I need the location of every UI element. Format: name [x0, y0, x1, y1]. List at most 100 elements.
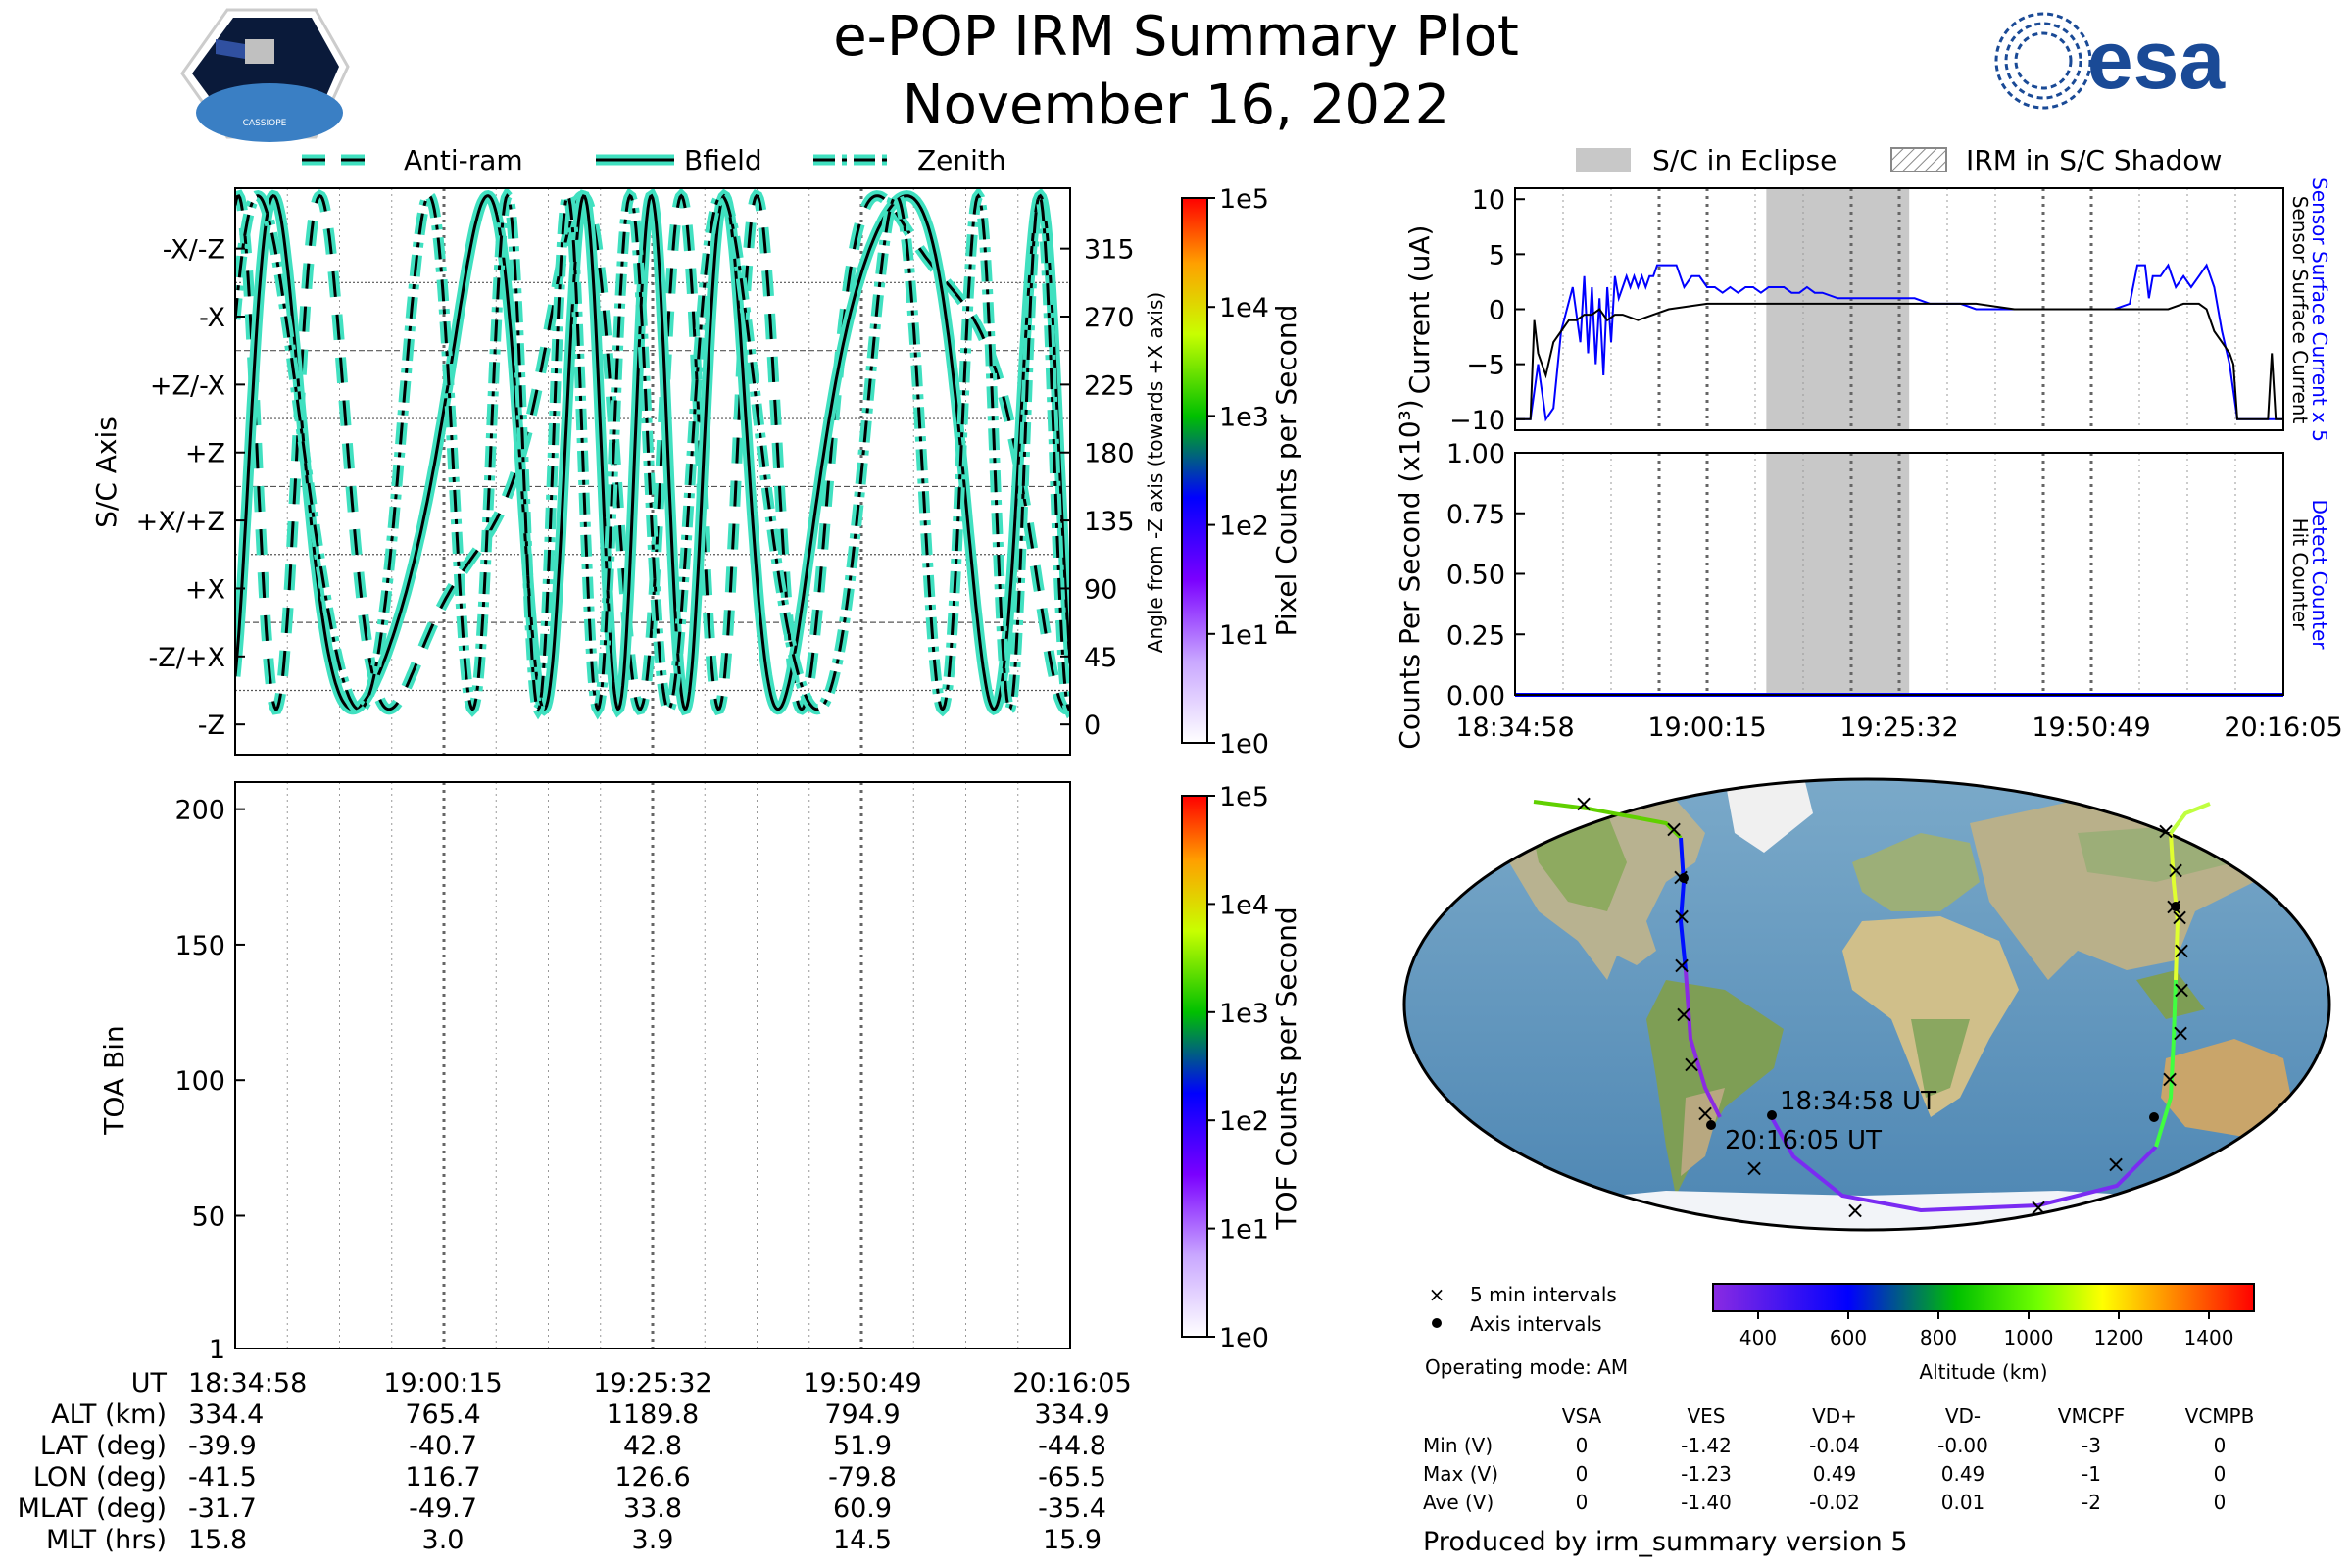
- legend-swatch-eclipse: [1576, 148, 1631, 172]
- eclipse-band: [1766, 188, 1910, 430]
- p4-right-label-hit: Hit Counter: [2288, 518, 2312, 631]
- footer: Produced by irm_summary version 5: [1423, 1527, 1908, 1557]
- colorbar-tick-label: 1e1: [1219, 620, 1269, 651]
- summary-row-label: ALT (km): [51, 1399, 167, 1430]
- orbit-5min-marker: ×: [2172, 937, 2191, 964]
- esa-logo: esa: [1994, 12, 2226, 110]
- orbit-5min-marker: ×: [1682, 1051, 1701, 1078]
- cb2-label: TOF Counts per Second: [1270, 906, 1302, 1230]
- summary-cell: 15.8: [188, 1525, 247, 1555]
- legend-x-marker: ×: [1429, 1283, 1446, 1306]
- orbit-track: ××××××××××××××××××××: [1533, 790, 2211, 1224]
- p4-x-tick-labels: 18:34:58 19:00:15 19:25:32 19:50:49 20:16:05: [1455, 712, 2342, 743]
- p1-yrtick-label: 90: [1084, 574, 1117, 605]
- p3-ytick-label: 5: [1489, 240, 1505, 270]
- logo-right-text: esa: [2087, 14, 2226, 106]
- cb3-ticks: 400 600 800 1000 1200 1400: [1740, 1311, 2234, 1349]
- p4-ytick-label: 0.50: [1446, 561, 1505, 591]
- vtable-row-label: Max (V): [1423, 1462, 1498, 1486]
- eclipse-band-2: [1766, 453, 1910, 695]
- p4-xtick-label: 20:16:05: [2224, 712, 2342, 743]
- colorbar-tick-label: 1e1: [1219, 1215, 1269, 1246]
- summary-cell: 794.9: [824, 1399, 900, 1430]
- vtable-cell: 0.49: [1813, 1462, 1857, 1486]
- orbit-axis-marker: [1767, 1110, 1777, 1120]
- orbit-segment: [2154, 979, 2178, 1148]
- p4-gridlines: [1562, 453, 2236, 695]
- vtable-header: VD+: [1812, 1404, 1857, 1428]
- cb3-label: Altitude (km): [1919, 1360, 2047, 1384]
- vtable-header: VCMPB: [2185, 1404, 2255, 1428]
- cassiope-logo: CASSIOPE: [180, 8, 350, 142]
- vtable-cell: 0: [2214, 1434, 2227, 1457]
- summary-cell: -41.5: [188, 1462, 257, 1493]
- vtable-row-label: Ave (V): [1423, 1491, 1494, 1514]
- annotation-start: 18:34:58 UT: [1780, 1087, 1936, 1116]
- p4-ytick-label: 0.75: [1446, 500, 1505, 530]
- p1-yrtick-label: 225: [1084, 370, 1135, 401]
- p1-curve-line: [235, 193, 1070, 712]
- vtable-cell: 0: [1576, 1462, 1589, 1486]
- cb3-tick-label: 800: [1920, 1326, 1957, 1349]
- vtable-header: VMCPF: [2058, 1404, 2125, 1428]
- summary-cell: 334.4: [188, 1399, 264, 1430]
- summary-cell: 765.4: [405, 1399, 480, 1430]
- colorbar-tick-label: 1e3: [1219, 999, 1269, 1029]
- legend-label-bfield: Bfield: [684, 144, 762, 176]
- orbit-axis-marker: [1679, 873, 1689, 883]
- orbit-5min-marker: ×: [1672, 903, 1691, 930]
- summary-row-label: MLAT (deg): [18, 1494, 167, 1524]
- colorbar-tick-label: 1e0: [1219, 1323, 1269, 1353]
- cb1-ticks: 1e0 1e1 1e2 1e3 1e4 1e5: [1207, 184, 1269, 760]
- p1-ytick-label: -X/-Z: [163, 235, 225, 266]
- orbit-5min-marker: ×: [1744, 1154, 1764, 1182]
- summary-time: 18:34:58: [188, 1368, 307, 1398]
- vtable-cell: -1: [2082, 1462, 2101, 1486]
- vtable-cell: 0.01: [1941, 1491, 1985, 1514]
- p1-ylabel-right: Angle from -Z axis (towards +X axis): [1144, 292, 1167, 653]
- annotation-end: 20:16:05 UT: [1725, 1126, 1882, 1155]
- p1-yrtick-label: 270: [1084, 303, 1135, 333]
- legend-label-axis: Axis intervals: [1470, 1312, 1602, 1336]
- cb3-tick-label: 1000: [2004, 1326, 2054, 1349]
- map-legend: × 5 min intervals Axis intervals Operati…: [1425, 1283, 1628, 1379]
- summary-cell: -65.5: [1038, 1462, 1106, 1493]
- summary-cell: -40.7: [409, 1431, 477, 1461]
- p3-ytick-label: 0: [1489, 296, 1505, 326]
- orbit-segment: [1678, 837, 1688, 971]
- legend-label-eclipse: S/C in Eclipse: [1652, 144, 1837, 176]
- p1-y-tick-labels: -X/-Z -X +Z/-X +Z +X/+Z +X -Z/+X -Z: [136, 235, 245, 741]
- header: e-POP IRM Summary Plot November 16, 2022: [833, 5, 1519, 137]
- orbit-segment: [1533, 800, 1683, 840]
- vtable-cell: -0.02: [1809, 1491, 1860, 1514]
- p4-ytick-label: 1.00: [1446, 439, 1505, 469]
- panel-current: 10 5 0 −5 −10 Current (uA) Sensor Surface Cu…: [1403, 177, 2331, 442]
- vtable-header: VES: [1687, 1404, 1725, 1428]
- p4-xtick-label: 19:25:32: [1839, 712, 1958, 743]
- summary-row-label: LAT (deg): [40, 1431, 167, 1461]
- p2-ytick-label: 150: [174, 931, 225, 961]
- legend-swatch-shadow: [1890, 147, 1947, 172]
- cb3-tick-label: 1400: [2184, 1326, 2234, 1349]
- p4-ylabel: Counts Per Second (x10³): [1394, 399, 1426, 749]
- legend-pixel: Anti-ram Bfield Zenith: [302, 144, 1006, 176]
- colorbar-tick-label: 1e5: [1219, 782, 1269, 812]
- orbit-5min-marker: ×: [1674, 1001, 1693, 1028]
- vtable-cell: 0: [1576, 1491, 1589, 1514]
- colorbar-altitude: 400 600 800 1000 1200 1400 Altitude (km): [1712, 1283, 2255, 1384]
- vtable-row-label: Min (V): [1423, 1434, 1493, 1457]
- orbit-5min-marker: ×: [2172, 976, 2191, 1004]
- legend-label-shadow: IRM in S/C Shadow: [1966, 144, 2222, 176]
- legend-label-zenith: Zenith: [917, 144, 1006, 176]
- p3-ytick-label: 10: [1472, 185, 1505, 216]
- vtable-header: VD-: [1945, 1404, 1981, 1428]
- colorbar-tick-label: 1e2: [1219, 512, 1269, 542]
- summary-cell: 15.9: [1043, 1525, 1102, 1555]
- legend-dot-marker: [1432, 1318, 1442, 1328]
- legend-label-anti-ram: Anti-ram: [404, 144, 523, 176]
- panel-pixel-angle: -X/-Z -X +Z/-X +Z +X/+Z +X -Z/+X -Z 315 270 225 18…: [90, 187, 1167, 756]
- p3-right-label: Sensor Surface Current: [2288, 196, 2312, 424]
- summary-cell: -79.8: [828, 1462, 897, 1493]
- summary-row-label: UT: [131, 1368, 168, 1398]
